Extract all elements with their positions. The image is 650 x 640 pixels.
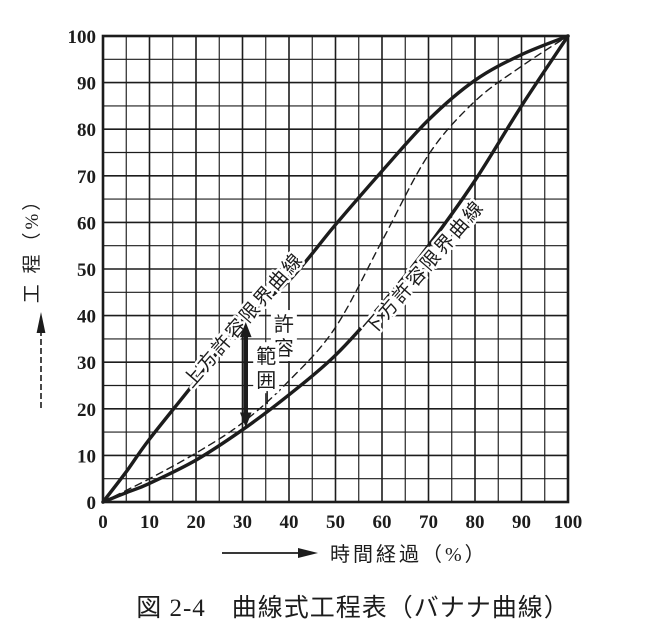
x-tick-label: 90 [512,512,531,533]
lower-limit-curve [101,34,570,504]
tolerance-label-backing [253,342,280,394]
tolerance-arrow-head-up [239,322,252,338]
plot-border [101,34,570,504]
tolerance-range-label-char: 範 [256,345,276,368]
figure-caption: 図 2-4 曲線式工程表（バナナ曲線） [136,595,570,622]
dashed-center-curve [102,35,569,503]
x-tick-label: 50 [326,512,345,533]
y-tick-label: 40 [77,307,96,328]
x-tick-label: 20 [187,512,206,533]
y-tick-label: 50 [77,260,96,281]
x-tick-label: 0 [98,512,108,533]
x-tick-label: 30 [233,512,252,533]
y-tick-label: 10 [77,446,96,467]
y-tick-label: 100 [68,27,97,48]
y-tick-label: 30 [77,353,96,374]
y-tick-label: 0 [87,493,97,514]
y-tick-label: 70 [77,167,96,188]
upper-limit-curve [101,34,570,504]
y-tick-label: 80 [77,120,96,141]
x-tick-label: 10 [140,512,159,533]
lower-limit-curve-label: 下方許容限界曲線 [360,196,489,340]
x-axis-title: 時間経過（%） [330,543,488,566]
y-tick-label: 90 [77,74,96,95]
x-axis-arrow-head [298,548,318,558]
y-tick-label: 60 [77,213,96,234]
y-axis-arrow-head [36,312,46,333]
tolerance-range-label-char: 許 [274,313,294,336]
x-tick-label: 100 [554,512,583,533]
tolerance-range-label-char: 囲 [256,370,276,392]
x-tick-label: 60 [373,512,392,533]
y-axis-title: 工 程（%） [21,189,43,304]
x-tick-label: 70 [419,512,438,533]
x-tick-label: 80 [466,512,485,533]
tolerance-arrow-head-down [239,412,252,428]
y-tick-label: 20 [77,400,96,421]
x-tick-label: 40 [280,512,299,533]
